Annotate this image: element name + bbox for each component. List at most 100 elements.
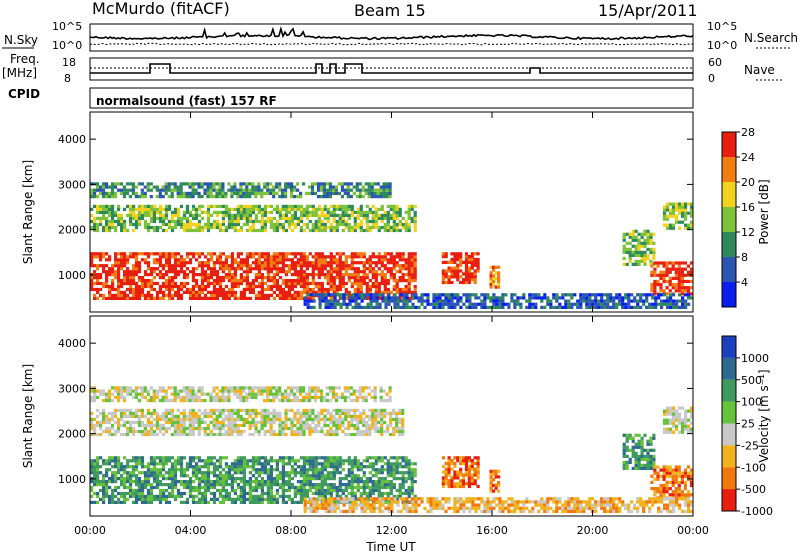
velocity-cell [96,420,100,424]
power-cell [158,188,162,192]
velocity-cell [404,459,408,463]
velocity-cell [227,417,231,421]
velocity-cell [266,497,270,501]
power-cell [167,284,172,289]
power-cell [117,281,121,286]
power-cell [185,273,190,277]
velocity-cell [170,483,175,487]
power-region-7 [662,202,694,230]
power-cell [182,213,187,217]
velocity-cell [260,488,264,493]
power-cell [483,299,487,303]
velocity-cell [152,417,156,421]
power-cell [206,279,211,283]
power-cell [96,207,100,211]
power-cell [344,255,348,259]
velocity-cell [314,468,318,472]
velocity-cell [227,468,231,472]
power-cell [90,219,94,224]
power-cell [317,228,321,233]
velocity-cell [257,411,261,415]
power-cell [603,305,607,309]
power-cell [117,293,121,297]
velocity-cell [137,417,142,421]
power-cell [120,296,124,300]
velocity-cell [254,500,258,504]
power-cell [385,195,389,199]
velocity-cell [227,420,231,424]
power-cell [378,302,382,306]
velocity-cell [242,477,246,481]
power-cell [233,284,237,289]
power-cell [134,207,139,211]
velocity-cell [120,465,124,469]
power-cell [335,290,339,294]
nsearch-label: N.Search [744,31,798,45]
power-cell [329,222,333,227]
power-cell [441,299,445,303]
velocity-cell [90,462,94,466]
velocity-cell [200,491,205,496]
power-cell [597,302,601,306]
power-cell [155,225,160,230]
power-cell [194,228,199,233]
velocity-cell [251,420,255,424]
velocity-cell [239,408,243,412]
power-cell [167,290,172,294]
power-cell [254,195,258,199]
velocity-cell [185,414,189,418]
power-cell [176,270,181,274]
power-cell [322,195,326,199]
power-cell [293,296,297,300]
power-cell [435,293,439,297]
power-cell [408,299,412,303]
power-cell [179,270,184,274]
velocity-cell [173,468,178,472]
power-cell [263,228,267,233]
power-cell [278,252,282,256]
velocity-cell [107,429,112,434]
power-cell [99,216,103,220]
power-cell [158,273,163,277]
power-cell [659,276,663,280]
power-cell [257,255,261,259]
power-cell [102,281,106,286]
power-cell [269,216,273,220]
power-cell [272,296,276,300]
power-cell [467,280,471,285]
power-cell [477,296,481,300]
power-cell [680,214,685,218]
power-cell [197,191,201,195]
power-cell [359,261,363,265]
power-cell [182,191,186,195]
power-cell [293,195,297,199]
velocity-cell [338,485,342,490]
velocity-cell [269,494,273,498]
power-cell [392,204,396,208]
velocity-cell [167,420,171,424]
velocity-cell [281,485,285,490]
velocity-cell [90,411,94,415]
power-cell [320,222,324,227]
power-cell [666,299,670,303]
velocity-cell [119,411,124,415]
velocity-cell [281,497,285,501]
power-cell [281,213,285,217]
power-cell [447,305,451,309]
velocity-cell [164,500,169,504]
power-cell [111,287,115,292]
power-cell [269,279,273,283]
nsky-panel: N.Sky 10^5 10^0 10^5 10^0 N.Search [2,20,798,52]
velocity-cell [305,426,309,431]
velocity-cell [203,485,208,490]
power-cell [329,210,333,214]
power-cell [230,191,234,195]
power-cell [206,219,211,224]
velocity-cell [398,485,402,490]
power-cell [120,225,124,230]
velocity-cell [386,494,390,498]
velocity-cell [299,500,303,504]
power-cell [299,279,303,283]
power-cell [299,273,303,277]
power-cell [105,279,109,283]
